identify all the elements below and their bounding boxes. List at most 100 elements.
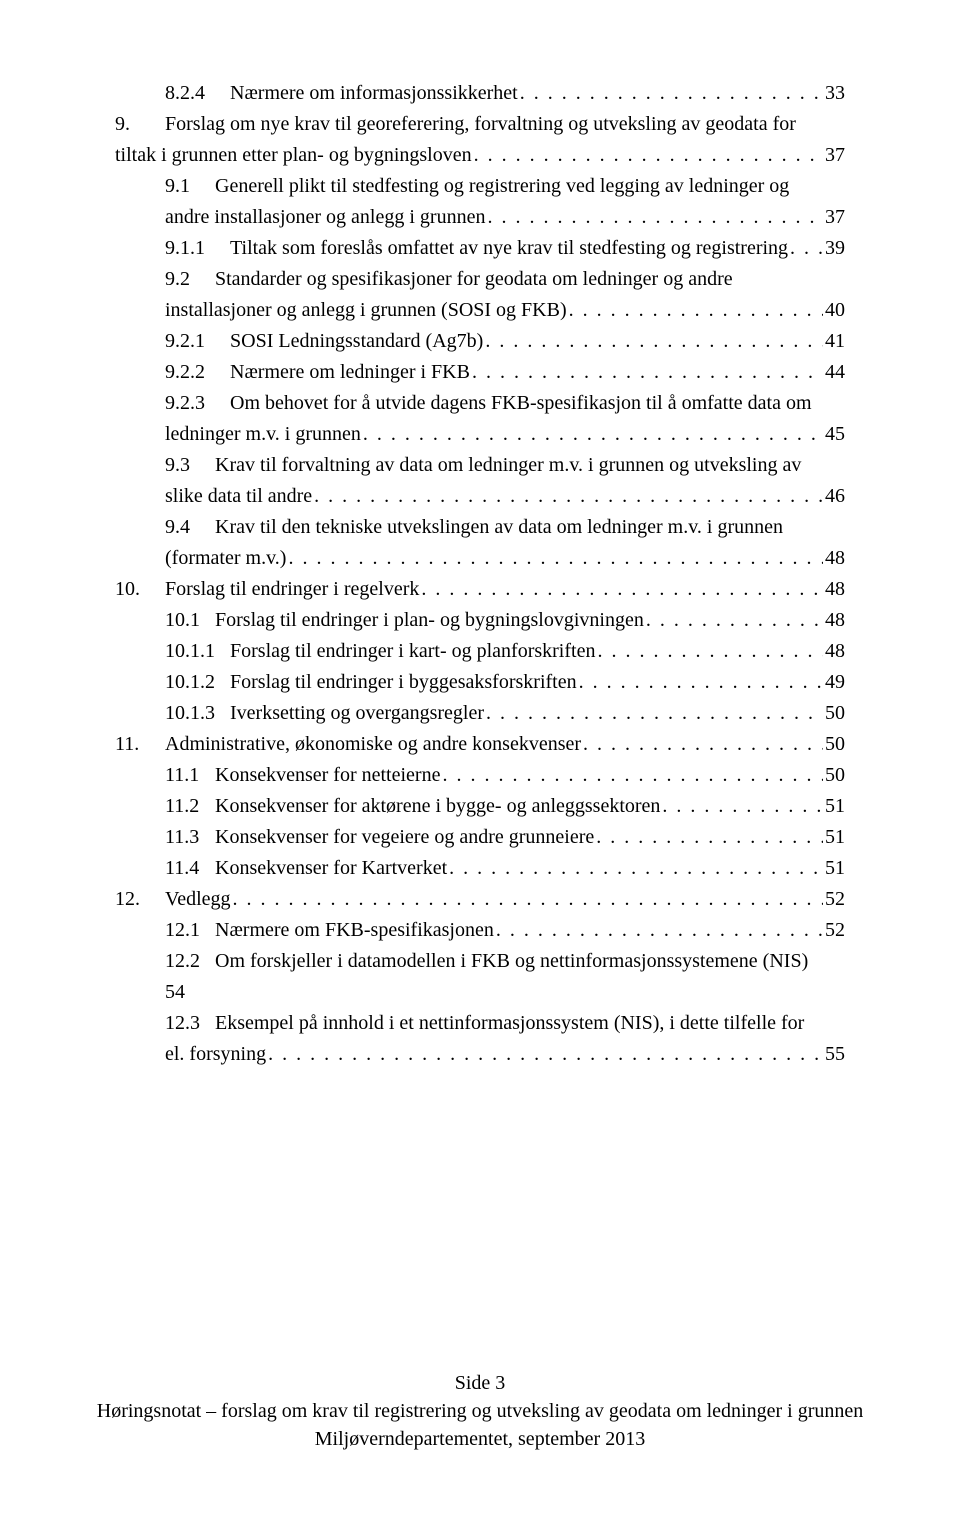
toc-entry: 9.Forslag om nye krav til georeferering,…: [115, 109, 845, 140]
toc-number: 11.4: [165, 853, 215, 884]
toc-number: 11.2: [165, 791, 215, 822]
toc-title: Tiltak som foreslås omfattet av nye krav…: [230, 233, 788, 264]
toc-page-number: 46: [825, 481, 845, 512]
toc-title: Forslag til endringer i regelverk: [165, 574, 419, 605]
toc-title: Iverksetting og overgangsregler: [230, 698, 484, 729]
toc-title: Nærmere om informasjonssikkerhet: [230, 78, 518, 109]
toc-number: 10.1.3: [165, 698, 230, 729]
toc-page-number: 49: [825, 667, 845, 698]
toc-entry-continuation: slike data til andre . . . . . . . . . .…: [115, 481, 845, 512]
toc-number: 12.1: [165, 915, 215, 946]
toc-entry-continuation: (formater m.v.) . . . . . . . . . . . . …: [115, 543, 845, 574]
toc-entry: 11.1Konsekvenser for netteierne . . . . …: [115, 760, 845, 791]
toc-title: Forslag til endringer i plan- og bygning…: [215, 605, 644, 636]
toc-entry: 10.1.3Iverksetting og overgangsregler . …: [115, 698, 845, 729]
toc-title: Om behovet for å utvide dagens FKB-spesi…: [230, 392, 812, 414]
toc-page-number: 37: [825, 202, 845, 233]
table-of-contents: 8.2.4Nærmere om informasjonssikkerhet . …: [115, 78, 845, 1070]
toc-entry: 11.2Konsekvenser for aktørene i bygge- o…: [115, 791, 845, 822]
toc-number: 10.1.1: [165, 636, 230, 667]
toc-leader: . . . . . . . . . . . . . . . . . . . . …: [486, 698, 823, 729]
toc-entry: 9.2.3Om behovet for å utvide dagens FKB-…: [115, 388, 845, 419]
toc-title: Generell plikt til stedfesting og regist…: [215, 175, 789, 197]
toc-page-number: 48: [825, 574, 845, 605]
toc-leader: . . . . . . . . . . . . . . . . . . . . …: [363, 419, 823, 450]
toc-entry-continuation: 54: [115, 977, 845, 1008]
toc-title: Konsekvenser for vegeiere og andre grunn…: [215, 822, 594, 853]
toc-number: 9.2.2: [165, 357, 230, 388]
toc-title: Eksempel på innhold i et nettinformasjon…: [215, 1012, 804, 1034]
toc-title: el. forsyning: [165, 1039, 266, 1070]
toc-entry: 8.2.4Nærmere om informasjonssikkerhet . …: [115, 78, 845, 109]
toc-leader: . . . . . . . . . . . . . . . . . . . . …: [442, 760, 823, 791]
toc-entry: 12.Vedlegg . . . . . . . . . . . . . . .…: [115, 884, 845, 915]
footer-doc-title: Høringsnotat – forslag om krav til regis…: [0, 1397, 960, 1425]
toc-number: 9.1.1: [165, 233, 230, 264]
toc-leader: . . . . . . . . . . . . . . . . . . . . …: [474, 140, 823, 171]
toc-number: 11.3: [165, 822, 215, 853]
toc-leader: . . . . . . . . . . . . . . . . . . . . …: [520, 78, 823, 109]
toc-page-number: 48: [825, 605, 845, 636]
toc-entry: 12.2Om forskjeller i datamodellen i FKB …: [115, 946, 845, 977]
toc-number: 9.1: [165, 171, 215, 202]
footer-page-number: Side 3: [0, 1369, 960, 1397]
toc-title: Krav til den tekniske utvekslingen av da…: [215, 516, 783, 538]
toc-leader: . . . . . . . . . . . . . . . . . . . . …: [485, 326, 823, 357]
toc-title: Konsekvenser for netteierne: [215, 760, 440, 791]
toc-entry-continuation: el. forsyning . . . . . . . . . . . . . …: [115, 1039, 845, 1070]
toc-entry: 9.1Generell plikt til stedfesting og reg…: [115, 171, 845, 202]
toc-entry: 9.1.1Tiltak som foreslås omfattet av nye…: [115, 233, 845, 264]
toc-entry-continuation: installasjoner og anlegg i grunnen (SOSI…: [115, 295, 845, 326]
toc-number: 11.1: [165, 760, 215, 791]
toc-leader: . . . . . . . . . . . . . . . . . . . . …: [597, 636, 823, 667]
toc-entry: 11.Administrative, økonomiske og andre k…: [115, 729, 845, 760]
toc-page-number: 51: [825, 853, 845, 884]
toc-page-number: 50: [825, 729, 845, 760]
toc-entry: 9.2.1SOSI Ledningsstandard (Ag7b) . . . …: [115, 326, 845, 357]
toc-title: SOSI Ledningsstandard (Ag7b): [230, 326, 483, 357]
toc-number: 10.: [115, 574, 165, 605]
toc-page-number: 52: [825, 915, 845, 946]
page-footer: Side 3 Høringsnotat – forslag om krav ti…: [0, 1369, 960, 1453]
toc-title: installasjoner og anlegg i grunnen (SOSI…: [165, 295, 567, 326]
toc-entry-continuation: tiltak i grunnen etter plan- og bygnings…: [115, 140, 845, 171]
toc-number: 9.3: [165, 450, 215, 481]
toc-leader: . . . . . . . . . . . . . . . . . . . . …: [233, 884, 823, 915]
toc-title: Nærmere om ledninger i FKB: [230, 357, 470, 388]
toc-number: 9.2.1: [165, 326, 230, 357]
toc-entry-continuation: ledninger m.v. i grunnen . . . . . . . .…: [115, 419, 845, 450]
toc-number: 10.1.2: [165, 667, 230, 698]
toc-page-number: 45: [825, 419, 845, 450]
toc-title: Krav til forvaltning av data om ledninge…: [215, 454, 801, 476]
toc-page-number: 52: [825, 884, 845, 915]
toc-leader: . . . . . . . . . . . . . . . . . . . . …: [421, 574, 823, 605]
toc-entry: 10.1.1Forslag til endringer i kart- og p…: [115, 636, 845, 667]
toc-leader: . . . . . . . . . . . . . . . . . . . . …: [569, 295, 823, 326]
toc-leader: . . . . . . . . . . . . . . . . . . . . …: [496, 915, 823, 946]
toc-page-number: 48: [825, 543, 845, 574]
toc-page-number: 51: [825, 822, 845, 853]
toc-entry: 12.3Eksempel på innhold i et nettinforma…: [115, 1008, 845, 1039]
toc-title: Administrative, økonomiske og andre kons…: [165, 729, 581, 760]
toc-entry: 11.3Konsekvenser for vegeiere og andre g…: [115, 822, 845, 853]
toc-leader: . . . . . . . . . . . . . . . . . . . . …: [790, 233, 823, 264]
toc-leader: . . . . . . . . . . . . . . . . . . . . …: [449, 853, 823, 884]
toc-title: Om forskjeller i datamodellen i FKB og n…: [215, 950, 808, 972]
toc-entry: 9.2Standarder og spesifikasjoner for geo…: [115, 264, 845, 295]
toc-leader: . . . . . . . . . . . . . . . . . . . . …: [646, 605, 823, 636]
document-page: 8.2.4Nærmere om informasjonssikkerhet . …: [0, 0, 960, 1515]
toc-number: 9.4: [165, 512, 215, 543]
toc-entry: 12.1Nærmere om FKB-spesifikasjonen . . .…: [115, 915, 845, 946]
toc-entry: 10.1.2Forslag til endringer i byggesaksf…: [115, 667, 845, 698]
footer-publisher: Miljøverndepartementet, september 2013: [0, 1425, 960, 1453]
toc-leader: . . . . . . . . . . . . . . . . . . . . …: [662, 791, 823, 822]
toc-leader: . . . . . . . . . . . . . . . . . . . . …: [596, 822, 823, 853]
toc-entry-continuation: andre installasjoner og anlegg i grunnen…: [115, 202, 845, 233]
toc-entry: 10.Forslag til endringer i regelverk . .…: [115, 574, 845, 605]
toc-title: andre installasjoner og anlegg i grunnen: [165, 202, 485, 233]
toc-title: Forslag til endringer i byggesaksforskri…: [230, 667, 577, 698]
toc-title: tiltak i grunnen etter plan- og bygnings…: [115, 140, 472, 171]
toc-number: 12.2: [165, 946, 215, 977]
toc-number: 12.: [115, 884, 165, 915]
toc-number: 12.3: [165, 1008, 215, 1039]
